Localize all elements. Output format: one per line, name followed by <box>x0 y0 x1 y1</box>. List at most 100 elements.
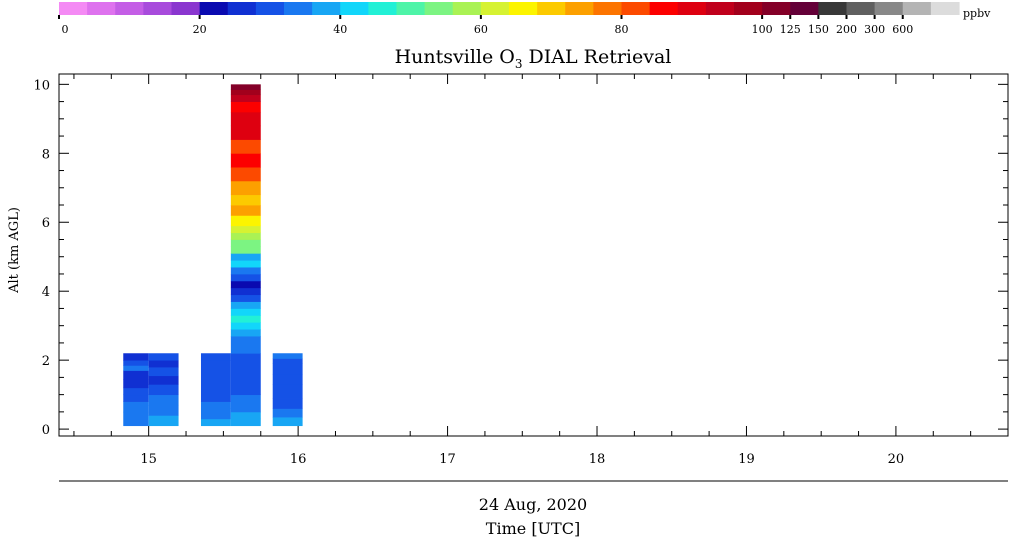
colorbar-swatch <box>930 2 960 15</box>
ozone-cell <box>200 418 231 427</box>
x-axis-label: Time [UTC] <box>486 519 580 538</box>
colorbar-swatch <box>537 2 566 15</box>
colorbar-swatch <box>59 2 88 15</box>
ozone-cell <box>230 273 261 282</box>
ozone-cell <box>272 373 303 385</box>
ozone-cell <box>230 418 261 427</box>
ozone-cell <box>148 394 179 406</box>
colorbar-tick-label: 300 <box>864 23 885 36</box>
ozone-cell <box>148 353 179 361</box>
colorbar-swatch <box>87 2 116 15</box>
colorbar-tick-label: 80 <box>615 23 629 36</box>
ozone-cell <box>230 411 261 420</box>
ozone-cell <box>230 101 261 113</box>
colorbar-tick-label: 150 <box>808 23 829 36</box>
y-tick-label: 0 <box>42 423 50 438</box>
plot-frame <box>58 73 1009 437</box>
ozone-cell <box>123 387 149 396</box>
colorbar-swatch <box>902 2 932 15</box>
colorbar-tick-label: 600 <box>892 23 913 36</box>
colorbar-swatch <box>199 2 229 15</box>
ozone-cell <box>230 353 261 396</box>
ozone-cell <box>230 225 261 233</box>
colorbar-tick-label: 0 <box>62 23 69 36</box>
colorbar-swatch <box>734 2 763 15</box>
y-axis-label: Alt (km AGL) <box>7 207 22 294</box>
x-tick-label: 17 <box>439 452 456 467</box>
colorbar-swatch <box>171 2 201 15</box>
ozone-cell <box>148 360 179 368</box>
ozone-cell <box>148 375 179 385</box>
colorbar-swatch <box>424 2 454 15</box>
ozone-cell <box>230 294 261 302</box>
ozone-cell <box>230 167 261 182</box>
ozone-cell <box>230 232 261 240</box>
ozone-cell <box>148 367 179 377</box>
colorbar-swatch <box>227 2 257 15</box>
ozone-cell <box>230 260 261 268</box>
colorbar-swatch <box>649 2 679 15</box>
ozone-cell <box>148 384 179 396</box>
colorbar-swatch <box>340 2 369 15</box>
colorbar-swatch <box>115 2 144 15</box>
ozone-cell <box>272 358 303 364</box>
colorbar-swatch <box>396 2 426 15</box>
ozone-cell <box>272 384 303 399</box>
colorbar-tick-label: 100 <box>752 23 773 36</box>
plot-data <box>123 84 303 427</box>
colorbar-swatch <box>452 2 482 15</box>
colorbar-swatch <box>790 2 819 15</box>
colorbar-swatch <box>312 2 341 15</box>
y-tick-label: 4 <box>42 285 50 300</box>
ozone-cell <box>230 94 261 102</box>
ozone-cell <box>230 239 261 247</box>
x-tick-label: 18 <box>589 452 606 467</box>
ozone-cell <box>230 180 261 196</box>
colorbar-tick-label: 40 <box>333 23 347 36</box>
colorbar-swatch <box>874 2 904 15</box>
ozone-cell <box>230 153 261 168</box>
title-suffix: DIAL Retrieval <box>523 46 672 68</box>
ozone-cell <box>272 363 303 375</box>
ozone-cell <box>272 408 303 418</box>
colorbar-swatch <box>255 2 285 15</box>
x-tick-label: 20 <box>888 452 905 467</box>
ozone-cell <box>230 84 261 90</box>
ozone-cell <box>230 287 261 296</box>
y-tick-label: 8 <box>42 147 50 162</box>
x-tick-label: 15 <box>140 452 157 467</box>
ozone-cell <box>123 411 149 427</box>
ozone-cell <box>230 215 261 227</box>
ozone-cell <box>272 398 303 409</box>
ozone-cell <box>230 246 261 254</box>
colorbar-swatch <box>480 2 510 15</box>
colorbar-swatch <box>368 2 398 15</box>
colorbar-swatch <box>762 2 791 15</box>
ozone-cell <box>230 322 261 330</box>
ozone-cell <box>123 353 149 361</box>
colorbar-swatch <box>677 2 707 15</box>
ozone-cell <box>230 280 261 289</box>
colorbar: 0 20 40 60 80 100 125 150 200 300 600 <box>58 2 960 36</box>
chart-title: Huntsville O3 DIAL Retrieval <box>395 46 672 71</box>
ozone-cell <box>230 308 261 316</box>
x-tick-label: 19 <box>738 452 755 467</box>
ozone-cell <box>230 329 261 337</box>
ozone-cell <box>272 417 303 427</box>
colorbar-swatch <box>705 2 735 15</box>
ozone-cell <box>230 394 261 413</box>
ozone-cell <box>123 379 149 389</box>
ozone-cell <box>230 125 261 140</box>
x-axis-date-label: 24 Aug, 2020 <box>479 495 587 514</box>
y-tick-label: 2 <box>42 354 50 369</box>
colorbar-swatch <box>593 2 623 15</box>
ozone-cell <box>230 205 261 216</box>
colorbar-swatch <box>818 2 848 15</box>
ozone-cell <box>230 301 261 309</box>
colorbar-tick-label: 60 <box>474 23 488 36</box>
ozone-cell <box>230 267 261 275</box>
ozone-cell <box>123 365 149 371</box>
axes: 0 2 4 6 8 10 15 16 17 18 19 20 <box>33 74 1009 467</box>
colorbar-tick-label: 20 <box>193 23 207 36</box>
